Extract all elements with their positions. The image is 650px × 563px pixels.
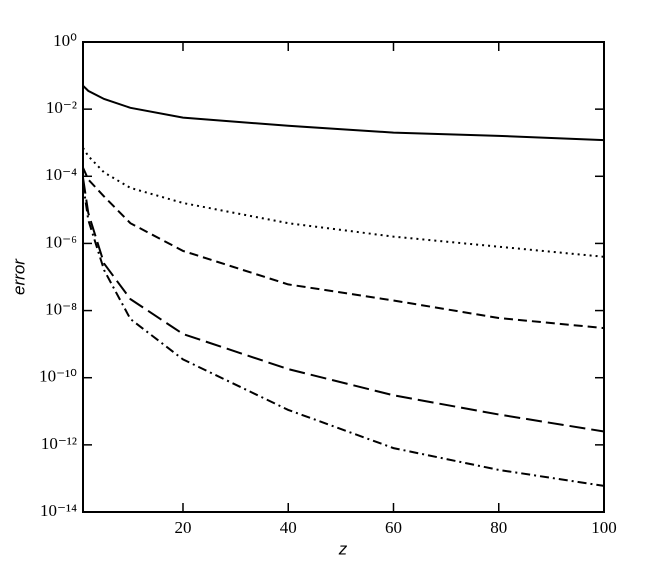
y-tick-label: 10⁻¹² <box>41 434 77 453</box>
series-line <box>82 183 605 487</box>
series-line <box>82 167 605 330</box>
y-tick-label: 10⁻¹⁰ <box>39 367 77 386</box>
series-line <box>82 84 605 142</box>
series-line <box>82 177 605 433</box>
x-tick-label: 40 <box>280 518 297 537</box>
y-tick-label: 10⁻⁸ <box>45 299 77 318</box>
x-tick-label: 80 <box>490 518 507 537</box>
x-tick-label: 100 <box>591 518 617 537</box>
x-tick-label: 20 <box>174 518 191 537</box>
y-axis-label: error <box>9 258 28 295</box>
plot-frame <box>82 41 605 513</box>
y-tick-label: 10⁰ <box>53 31 77 50</box>
series-line <box>82 147 605 258</box>
y-tick-label: 10⁻¹⁴ <box>40 501 77 520</box>
y-tick-label: 10⁻⁴ <box>45 165 77 184</box>
x-tick-label: 60 <box>385 518 402 537</box>
y-tick-label: 10⁻⁶ <box>45 232 77 251</box>
y-tick-label: 10⁻² <box>46 98 77 117</box>
x-axis-label: z <box>338 539 348 558</box>
